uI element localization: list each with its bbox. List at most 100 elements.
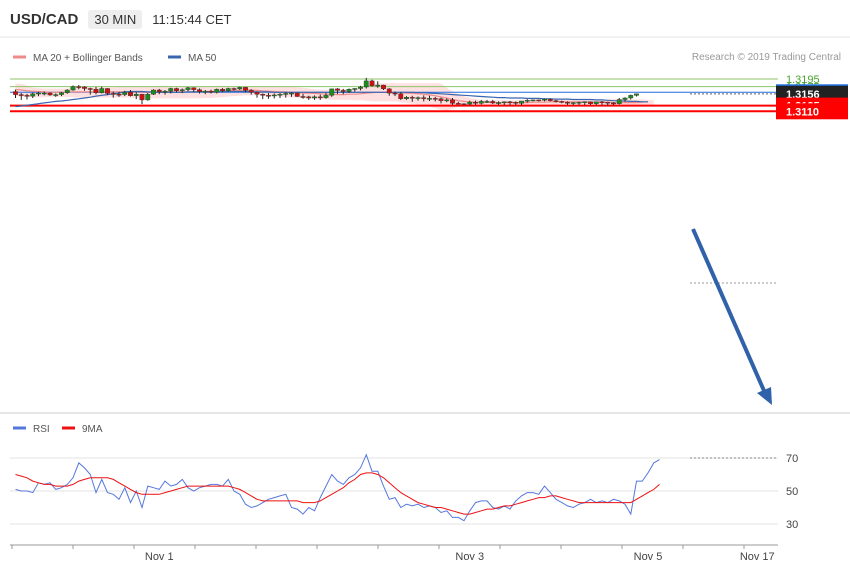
candle — [168, 87, 174, 94]
candle-body-down — [605, 101, 611, 104]
candle-body-up — [122, 92, 128, 95]
candle — [271, 93, 277, 99]
candle-body-up — [237, 87, 243, 90]
candle — [59, 91, 64, 97]
candle — [461, 103, 467, 105]
candle-body-down — [76, 86, 82, 88]
candle — [415, 96, 421, 101]
candle-body-down — [565, 101, 570, 104]
candle-body-down — [421, 97, 427, 99]
candle — [151, 89, 156, 95]
candle-body-down — [306, 96, 312, 99]
candle — [358, 85, 363, 91]
candle — [41, 91, 47, 96]
candle — [202, 90, 208, 95]
price-levels — [10, 78, 778, 284]
candle — [628, 94, 634, 100]
candle — [507, 101, 513, 106]
candle-body-down — [547, 98, 553, 101]
forecast-arrow-head — [757, 387, 772, 405]
candle-body-up — [634, 93, 639, 96]
candle-body-up — [570, 102, 576, 104]
candle — [340, 88, 346, 95]
timeframe-badge[interactable]: 30 MIN — [88, 9, 143, 29]
candle — [450, 98, 455, 105]
candle — [87, 87, 93, 95]
candle — [444, 98, 450, 103]
rsi-legend-label: RSI — [33, 424, 50, 435]
candle-body-up — [277, 93, 283, 96]
candle — [231, 87, 237, 91]
candle — [588, 101, 593, 105]
candle — [599, 101, 605, 106]
bollinger-legend-label: MA 20 + Bollinger Bands — [33, 53, 143, 64]
candle-body-down — [490, 101, 496, 104]
candle-body-up — [530, 99, 536, 102]
candle — [421, 95, 427, 102]
ma50-legend-label: MA 50 — [188, 53, 217, 64]
candle — [179, 88, 185, 94]
candle-body-down — [139, 93, 145, 101]
candle-body-down — [409, 97, 415, 99]
candle-body-up — [593, 101, 599, 104]
candle — [133, 92, 139, 100]
candle — [323, 93, 329, 99]
candle — [530, 99, 536, 102]
candle-body-up — [616, 99, 622, 104]
candle-body-up — [59, 92, 64, 95]
candle — [24, 93, 30, 100]
candle — [105, 88, 110, 95]
candle — [593, 101, 599, 106]
candle-body-up — [375, 84, 381, 87]
candle-body-up — [41, 92, 47, 95]
candle-body-up — [478, 101, 484, 104]
candle-body-down — [191, 87, 197, 90]
candle — [93, 86, 99, 95]
candle — [64, 89, 70, 94]
candle-body-down — [588, 101, 593, 104]
candle-body-up — [283, 93, 289, 95]
candle — [70, 85, 76, 91]
candle — [404, 96, 409, 100]
rsi-tick-label: 50 — [786, 486, 798, 498]
candle-body-up — [329, 88, 335, 96]
candle-body-up — [289, 92, 294, 95]
candle-body-down — [536, 99, 542, 102]
candle — [283, 92, 289, 98]
candle-body-up — [271, 94, 277, 97]
candle — [254, 91, 260, 98]
candle-body-down — [231, 88, 237, 90]
candle — [329, 88, 335, 97]
candle — [156, 88, 162, 95]
candle — [381, 84, 386, 91]
candle — [30, 92, 36, 98]
rsi-tick-label: 70 — [786, 453, 798, 465]
candle-body-down — [105, 88, 110, 94]
candle-body-down — [243, 87, 248, 91]
candle-body-down — [432, 98, 438, 100]
candle-body-down — [156, 89, 162, 93]
candle — [248, 89, 254, 95]
candle-body-down — [82, 86, 87, 89]
candle — [36, 91, 41, 97]
candle-body-up — [145, 93, 151, 101]
candle — [542, 98, 547, 102]
x-axis-label: Nov 5 — [634, 551, 663, 563]
candle — [409, 95, 415, 102]
candle-body-down — [174, 88, 179, 91]
candle-body-up — [162, 90, 168, 93]
candle — [611, 102, 616, 106]
candle-body-up — [501, 101, 507, 104]
candle — [277, 93, 283, 98]
candle — [76, 85, 82, 90]
candle — [82, 86, 87, 91]
candle — [191, 87, 197, 93]
candle-body-up — [64, 89, 70, 93]
forecast-arrow-line — [691, 228, 767, 394]
candle-body-down — [110, 93, 116, 95]
candle — [467, 100, 473, 106]
candle-body-up — [524, 100, 530, 102]
candle-body-up — [576, 101, 582, 104]
candle — [473, 100, 478, 105]
candle — [484, 99, 490, 103]
